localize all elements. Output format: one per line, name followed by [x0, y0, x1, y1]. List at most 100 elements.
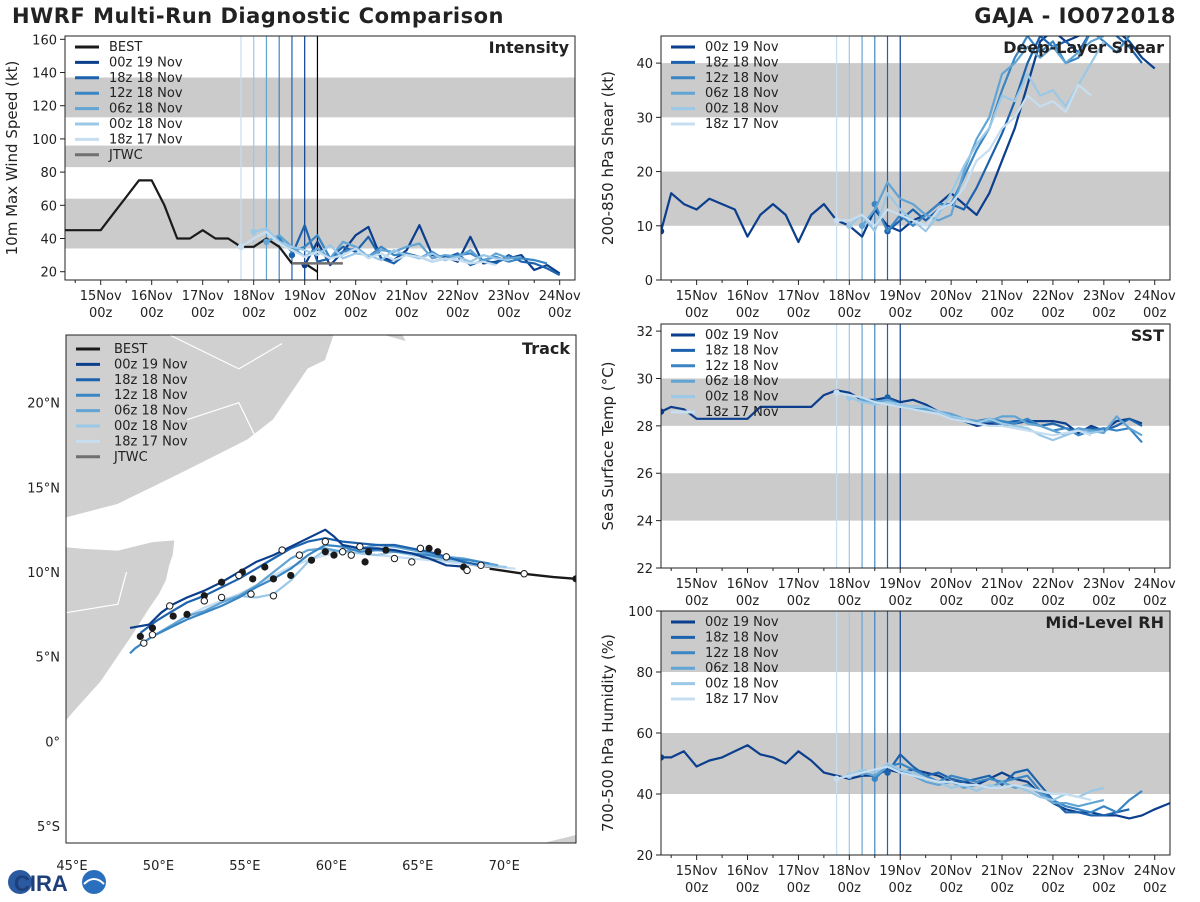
shear-xtick-day: 15Nov	[676, 289, 718, 304]
intensity-band	[65, 145, 575, 168]
shear-series-00z-18-nov	[848, 40, 1105, 233]
rh-xtick-day: 15Nov	[676, 864, 718, 879]
track-marker-filled	[287, 571, 295, 580]
track-legend-label: 18z 18 Nov	[114, 373, 188, 388]
rh-init-marker	[833, 775, 840, 782]
sst-xtick-day: 17Nov	[777, 577, 819, 592]
shear-xtick-hour: 00z	[990, 306, 1014, 321]
rh-legend-label: 18z 17 Nov	[705, 692, 779, 707]
track-marker-open	[166, 602, 174, 610]
sst-series-group	[661, 389, 1143, 444]
intensity-series-00z-19-nov	[303, 224, 561, 275]
rh-legend-label: 00z 19 Nov	[705, 615, 779, 630]
track-marker-open	[321, 537, 330, 546]
shear-xtick-hour: 00z	[1041, 306, 1065, 321]
track-marker-open	[356, 542, 364, 551]
shear-xtick-day: 19Nov	[879, 289, 921, 304]
sst-ytick-label: 22	[636, 562, 653, 577]
sst-xtick-day: 19Nov	[879, 577, 921, 592]
intensity-xtick-hour: 00z	[293, 306, 317, 321]
track-marker-filled	[249, 575, 257, 583]
rh-ytick-label: 100	[628, 605, 653, 620]
landmass	[541, 833, 576, 843]
intensity-xtick-hour: 00z	[548, 306, 572, 321]
rh-init-marker	[884, 769, 891, 776]
intensity-xtick-hour: 00z	[344, 306, 368, 321]
sst-legend-label: 00z 18 Nov	[705, 390, 779, 405]
track-marker-filled	[434, 548, 442, 556]
shear-legend-label: 00z 18 Nov	[705, 102, 779, 117]
shear-xtick-day: 21Nov	[981, 289, 1023, 304]
shear-xtick-day: 17Nov	[777, 289, 819, 304]
track-frame	[65, 334, 577, 844]
sst-xtick-hour: 00z	[1143, 594, 1167, 609]
sst-xtick-hour: 00z	[685, 594, 709, 609]
track-marker-open	[200, 597, 209, 605]
track-ytick-label: 5°N	[36, 651, 61, 666]
intensity-xtick-day: 21Nov	[386, 289, 428, 304]
shear-xtick-day: 22Nov	[1032, 289, 1074, 304]
track-marker-filled	[572, 575, 576, 583]
intensity-ytick-label: 140	[32, 67, 57, 82]
rh-ytick-label: 80	[636, 666, 653, 681]
track-ytick-label: 20°N	[27, 397, 60, 412]
sst-xtick-hour: 00z	[939, 594, 963, 609]
track-marker-open	[463, 566, 471, 575]
track-legend-label: 12z 18 Nov	[114, 388, 188, 403]
track-xtick-label: 45°E	[56, 859, 87, 874]
page-title: HWRF Multi-Run Diagnostic Comparison	[12, 4, 505, 28]
country-border	[66, 571, 128, 614]
track-legend-label: 00z 19 Nov	[114, 357, 188, 372]
shear-ytick-label: 30	[636, 111, 653, 126]
intensity-xtick-day: 17Nov	[182, 289, 224, 304]
track-marker-filled	[261, 563, 269, 571]
track-marker-filled	[148, 624, 157, 632]
rh-ylabel: 700-500 hPa Humidity (%)	[599, 634, 617, 832]
track-map-group	[66, 335, 576, 843]
rh-xtick-day: 19Nov	[879, 864, 921, 879]
shear-legend-label: 18z 18 Nov	[705, 55, 779, 70]
rh-xtick-hour: 00z	[685, 881, 709, 896]
track-00z-18-nov	[221, 548, 507, 602]
shear-series-00z-19-nov	[661, 36, 1156, 244]
sst-xtick-day: 18Nov	[828, 577, 870, 592]
intensity-panel: 20 40 60 80 100 120 140 160 15Nov 00z 16Nov 00z 17No…	[3, 33, 581, 321]
intensity-init-marker	[288, 251, 296, 259]
track-marker-open	[295, 551, 304, 559]
track-marker-filled	[364, 548, 373, 556]
sst-xtick-hour: 00z	[889, 594, 913, 609]
shear-init-marker	[661, 228, 665, 235]
intensity-band	[65, 77, 575, 118]
track-marker-open	[247, 590, 255, 598]
track-marker-filled	[330, 551, 338, 559]
rh-ytick-label: 40	[636, 788, 653, 803]
track-marker-open	[148, 631, 157, 639]
landmass	[66, 539, 176, 722]
intensity-xtick-hour: 00z	[140, 306, 164, 321]
rh-xtick-hour: 00z	[939, 881, 963, 896]
rh-xtick-day: 17Nov	[777, 864, 819, 879]
track-xtick-label: 70°E	[489, 859, 520, 874]
sst-series-00z-19-nov	[661, 389, 1143, 435]
track-marker-open	[520, 570, 528, 578]
track-marker-open	[442, 553, 451, 561]
intensity-legend-label: 00z 18 Nov	[109, 117, 183, 132]
intensity-xtick-day: 18Nov	[233, 289, 275, 304]
intensity-xtick-hour: 00z	[395, 306, 419, 321]
sst-ytick-label: 28	[636, 420, 653, 435]
rh-legend-label: 12z 18 Nov	[705, 646, 779, 661]
shear-ytick-label: 10	[636, 220, 653, 235]
track-marker-open	[217, 593, 226, 602]
intensity-xtick-day: 15Nov	[80, 289, 122, 304]
intensity-xtick-hour: 00z	[89, 306, 113, 321]
rh-init-marker	[871, 775, 878, 782]
intensity-legend-label: 06z 18 Nov	[109, 102, 183, 117]
sst-band	[661, 473, 1170, 521]
track-ytick-label: 0°	[45, 735, 60, 750]
shear-xtick-hour: 00z	[889, 306, 913, 321]
shear-ylabel: 200-850 hPa Shear (kt)	[599, 71, 617, 245]
intensity-series-00z-18-nov	[253, 227, 509, 263]
